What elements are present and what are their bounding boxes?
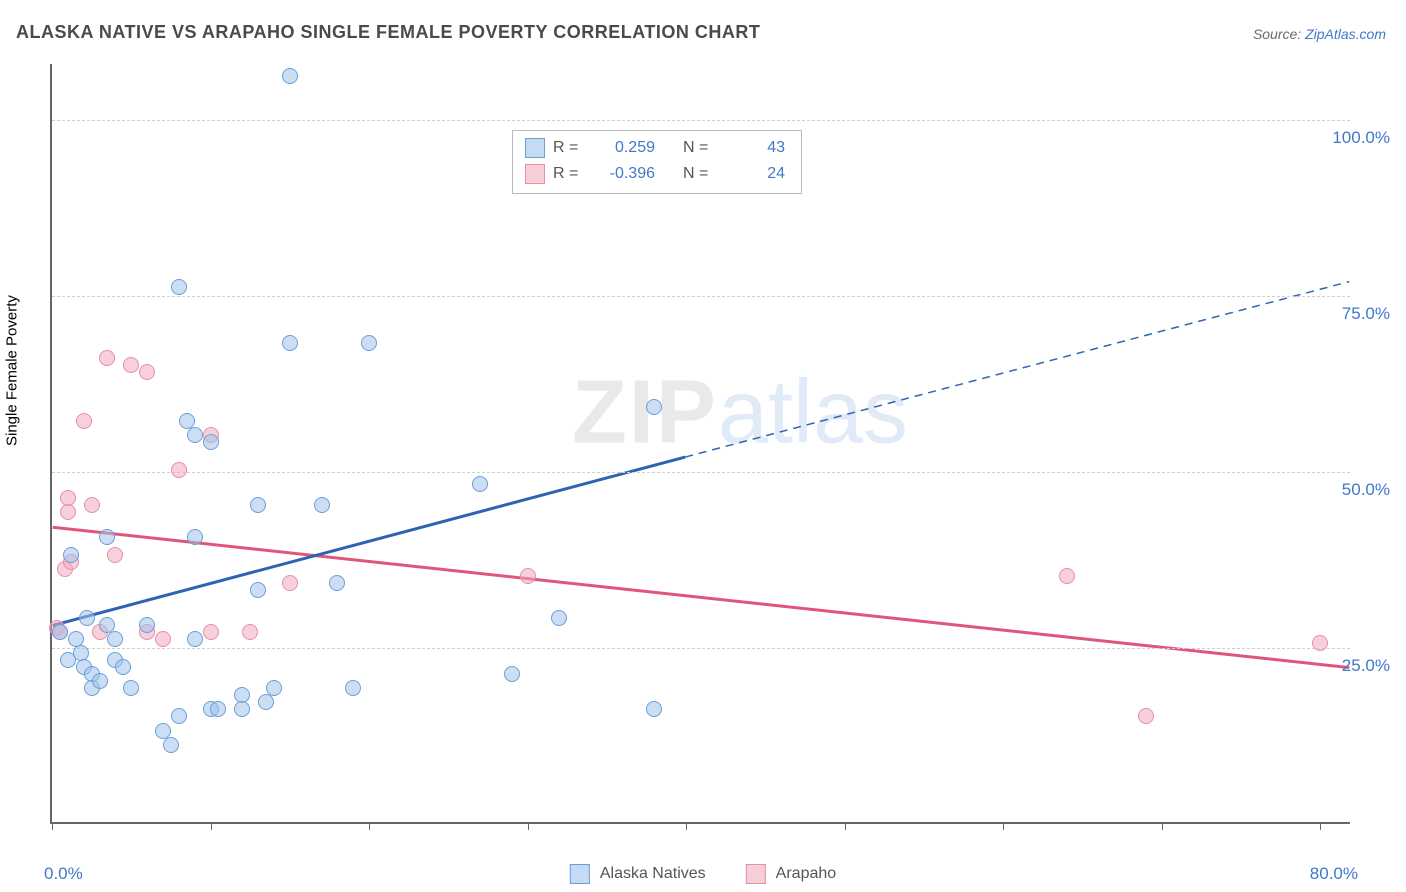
- y-tick-label: 75.0%: [1342, 304, 1390, 324]
- trendline: [53, 527, 1350, 667]
- legend-item-arapaho: Arapaho: [746, 864, 837, 884]
- correlation-legend: R = 0.259 N = 43 R = -0.396 N = 24: [512, 130, 802, 194]
- data-point: [163, 737, 179, 753]
- swatch-alaska-natives: [525, 138, 545, 158]
- n-value-b: 24: [723, 165, 785, 183]
- x-tick: [1003, 822, 1004, 830]
- data-point: [139, 617, 155, 633]
- swatch-arapaho: [525, 164, 545, 184]
- data-point: [171, 462, 187, 478]
- data-point: [187, 529, 203, 545]
- data-point: [1059, 568, 1075, 584]
- data-point: [282, 575, 298, 591]
- correlation-row-b: R = -0.396 N = 24: [525, 161, 785, 187]
- x-tick: [369, 822, 370, 830]
- data-point: [107, 547, 123, 563]
- chart-container: ALASKA NATIVE VS ARAPAHO SINGLE FEMALE P…: [0, 0, 1406, 892]
- x-tick: [845, 822, 846, 830]
- y-tick-label: 100.0%: [1332, 128, 1390, 148]
- data-point: [1312, 635, 1328, 651]
- y-axis-label: Single Female Poverty: [4, 295, 21, 446]
- gridline: [52, 648, 1350, 649]
- trendline: [685, 282, 1349, 457]
- data-point: [250, 582, 266, 598]
- data-point: [234, 701, 250, 717]
- data-point: [123, 680, 139, 696]
- data-point: [282, 68, 298, 84]
- plot-area: ZIPatlas R = 0.259 N = 43 R = -0.396 N =…: [50, 64, 1350, 824]
- data-point: [52, 624, 68, 640]
- trendline: [53, 457, 685, 625]
- data-point: [258, 694, 274, 710]
- data-point: [520, 568, 536, 584]
- x-tick: [528, 822, 529, 830]
- data-point: [60, 504, 76, 520]
- legend-item-alaska-natives: Alaska Natives: [570, 864, 706, 884]
- data-point: [115, 659, 131, 675]
- data-point: [345, 680, 361, 696]
- data-point: [242, 624, 258, 640]
- data-point: [171, 279, 187, 295]
- x-tick: [1320, 822, 1321, 830]
- source-label: Source:: [1253, 26, 1305, 42]
- data-point: [84, 497, 100, 513]
- data-point: [1138, 708, 1154, 724]
- n-label: N =: [683, 165, 715, 183]
- data-point: [139, 364, 155, 380]
- y-tick-label: 25.0%: [1342, 656, 1390, 676]
- legend-label: Arapaho: [776, 865, 837, 883]
- source-citation: Source: ZipAtlas.com: [1253, 26, 1386, 42]
- x-tick-label-max: 80.0%: [1310, 864, 1358, 884]
- data-point: [203, 434, 219, 450]
- r-label: R =: [553, 139, 585, 157]
- data-point: [361, 335, 377, 351]
- data-point: [329, 575, 345, 591]
- data-point: [60, 490, 76, 506]
- data-point: [504, 666, 520, 682]
- n-label: N =: [683, 139, 715, 157]
- source-link[interactable]: ZipAtlas.com: [1305, 26, 1386, 42]
- data-point: [187, 427, 203, 443]
- data-point: [282, 335, 298, 351]
- n-value-a: 43: [723, 139, 785, 157]
- gridline: [52, 472, 1350, 473]
- data-point: [99, 529, 115, 545]
- data-point: [123, 357, 139, 373]
- data-point: [646, 701, 662, 717]
- data-point: [171, 708, 187, 724]
- r-value-b: -0.396: [593, 165, 655, 183]
- data-point: [210, 701, 226, 717]
- x-tick-label-min: 0.0%: [44, 864, 83, 884]
- swatch-alaska-natives: [570, 864, 590, 884]
- data-point: [92, 673, 108, 689]
- data-point: [266, 680, 282, 696]
- gridline: [52, 120, 1350, 121]
- x-tick: [52, 822, 53, 830]
- data-point: [99, 350, 115, 366]
- r-value-a: 0.259: [593, 139, 655, 157]
- data-point: [314, 497, 330, 513]
- data-point: [76, 413, 92, 429]
- x-tick: [686, 822, 687, 830]
- swatch-arapaho: [746, 864, 766, 884]
- data-point: [203, 624, 219, 640]
- gridline: [52, 296, 1350, 297]
- data-point: [551, 610, 567, 626]
- data-point: [107, 631, 123, 647]
- data-point: [79, 610, 95, 626]
- y-tick-label: 50.0%: [1342, 480, 1390, 500]
- x-tick: [1162, 822, 1163, 830]
- r-label: R =: [553, 165, 585, 183]
- series-legend: Alaska Natives Arapaho: [570, 864, 836, 884]
- data-point: [472, 476, 488, 492]
- data-point: [187, 631, 203, 647]
- data-point: [155, 631, 171, 647]
- data-point: [63, 547, 79, 563]
- chart-title: ALASKA NATIVE VS ARAPAHO SINGLE FEMALE P…: [16, 22, 760, 43]
- x-tick: [211, 822, 212, 830]
- correlation-row-a: R = 0.259 N = 43: [525, 135, 785, 161]
- data-point: [250, 497, 266, 513]
- data-point: [646, 399, 662, 415]
- legend-label: Alaska Natives: [600, 865, 706, 883]
